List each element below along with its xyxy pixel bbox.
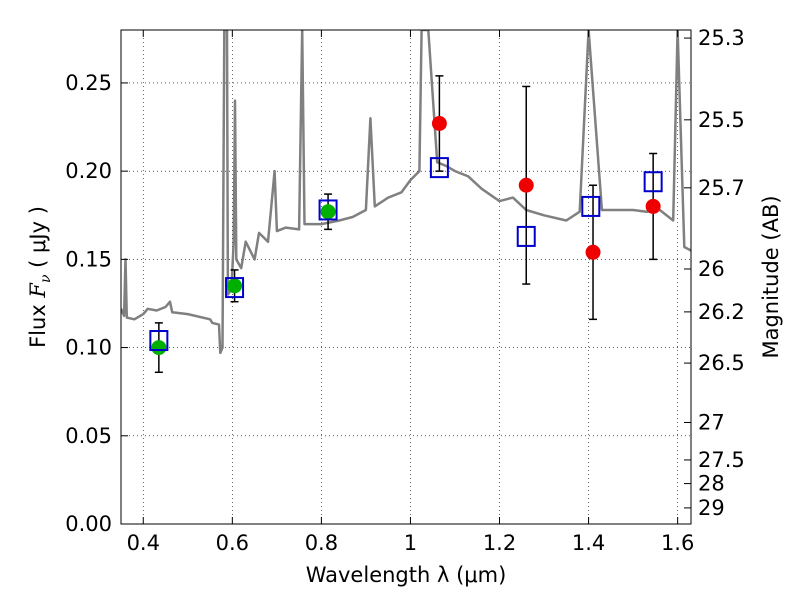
data-point-blue-square [149, 330, 169, 352]
x-tick-label: 1.2 [483, 531, 516, 555]
y-tick-label: 0.05 [65, 424, 112, 448]
data-point-red-points [585, 244, 601, 260]
x-tick-label: 1 [404, 531, 417, 555]
x-tick-label: 0.6 [216, 531, 249, 555]
marker-layer [149, 116, 663, 356]
magnitude-tick-label: 25.5 [698, 108, 745, 132]
x-tick-label: 1.4 [572, 531, 605, 555]
x-tick-label: 0.8 [305, 531, 338, 555]
y-axis-label-right: Magnitude (AB) [759, 195, 783, 358]
plot-frame [120, 29, 692, 525]
data-point-blue-square [225, 277, 245, 299]
y-tick-label: 0.25 [65, 71, 112, 95]
data-point-green-points [227, 278, 243, 294]
plot-area [121, 30, 691, 524]
data-point-red-points [645, 198, 661, 214]
x-axis-label: Wavelength λ (μm) [306, 563, 507, 587]
model-spectrum-line [121, 30, 691, 355]
magnitude-tick-label: 29 [698, 496, 725, 520]
data-point-blue-square [643, 171, 663, 193]
data-point-blue-square [318, 199, 338, 221]
y-tick-label: 0.20 [65, 159, 112, 183]
y-axis-ticks: 0.00 0.05 0.10 0.15 0.20 0.25 [65, 71, 128, 536]
y-tick-label: 0.00 [65, 512, 112, 536]
magnitude-tick-label: 26 [698, 257, 725, 281]
magnitude-tick-label: 26.2 [698, 300, 745, 324]
data-point-red-points [518, 177, 534, 193]
data-point-green-points [320, 204, 336, 220]
magnitude-tick-label: 26.5 [698, 351, 745, 375]
magnitude-tick-label: 25.3 [698, 26, 745, 50]
data-point-green-points [151, 340, 167, 356]
data-point-blue-square [429, 157, 449, 179]
x-axis-ticks: 0.4 0.6 0.8 1 1.2 1.4 1.6 [127, 30, 694, 555]
magnitude-tick-label: 27.5 [698, 448, 745, 472]
y-axis-label-left: Flux Fν ( μJy ) [26, 206, 54, 348]
data-point-blue-square [516, 225, 536, 247]
x-tick-label: 0.4 [127, 531, 160, 555]
y-tick-label: 0.10 [65, 336, 112, 360]
data-point-blue-square [581, 195, 601, 217]
y-tick-label: 0.15 [65, 247, 112, 271]
magnitude-tick-label: 25.7 [698, 176, 745, 200]
spectrum-layer [121, 30, 691, 355]
magnitude-tick-label: 28 [698, 472, 725, 496]
magnitude-tick-label: 27 [698, 410, 725, 434]
x-tick-label: 1.6 [661, 531, 694, 555]
data-point-red-points [431, 116, 447, 132]
